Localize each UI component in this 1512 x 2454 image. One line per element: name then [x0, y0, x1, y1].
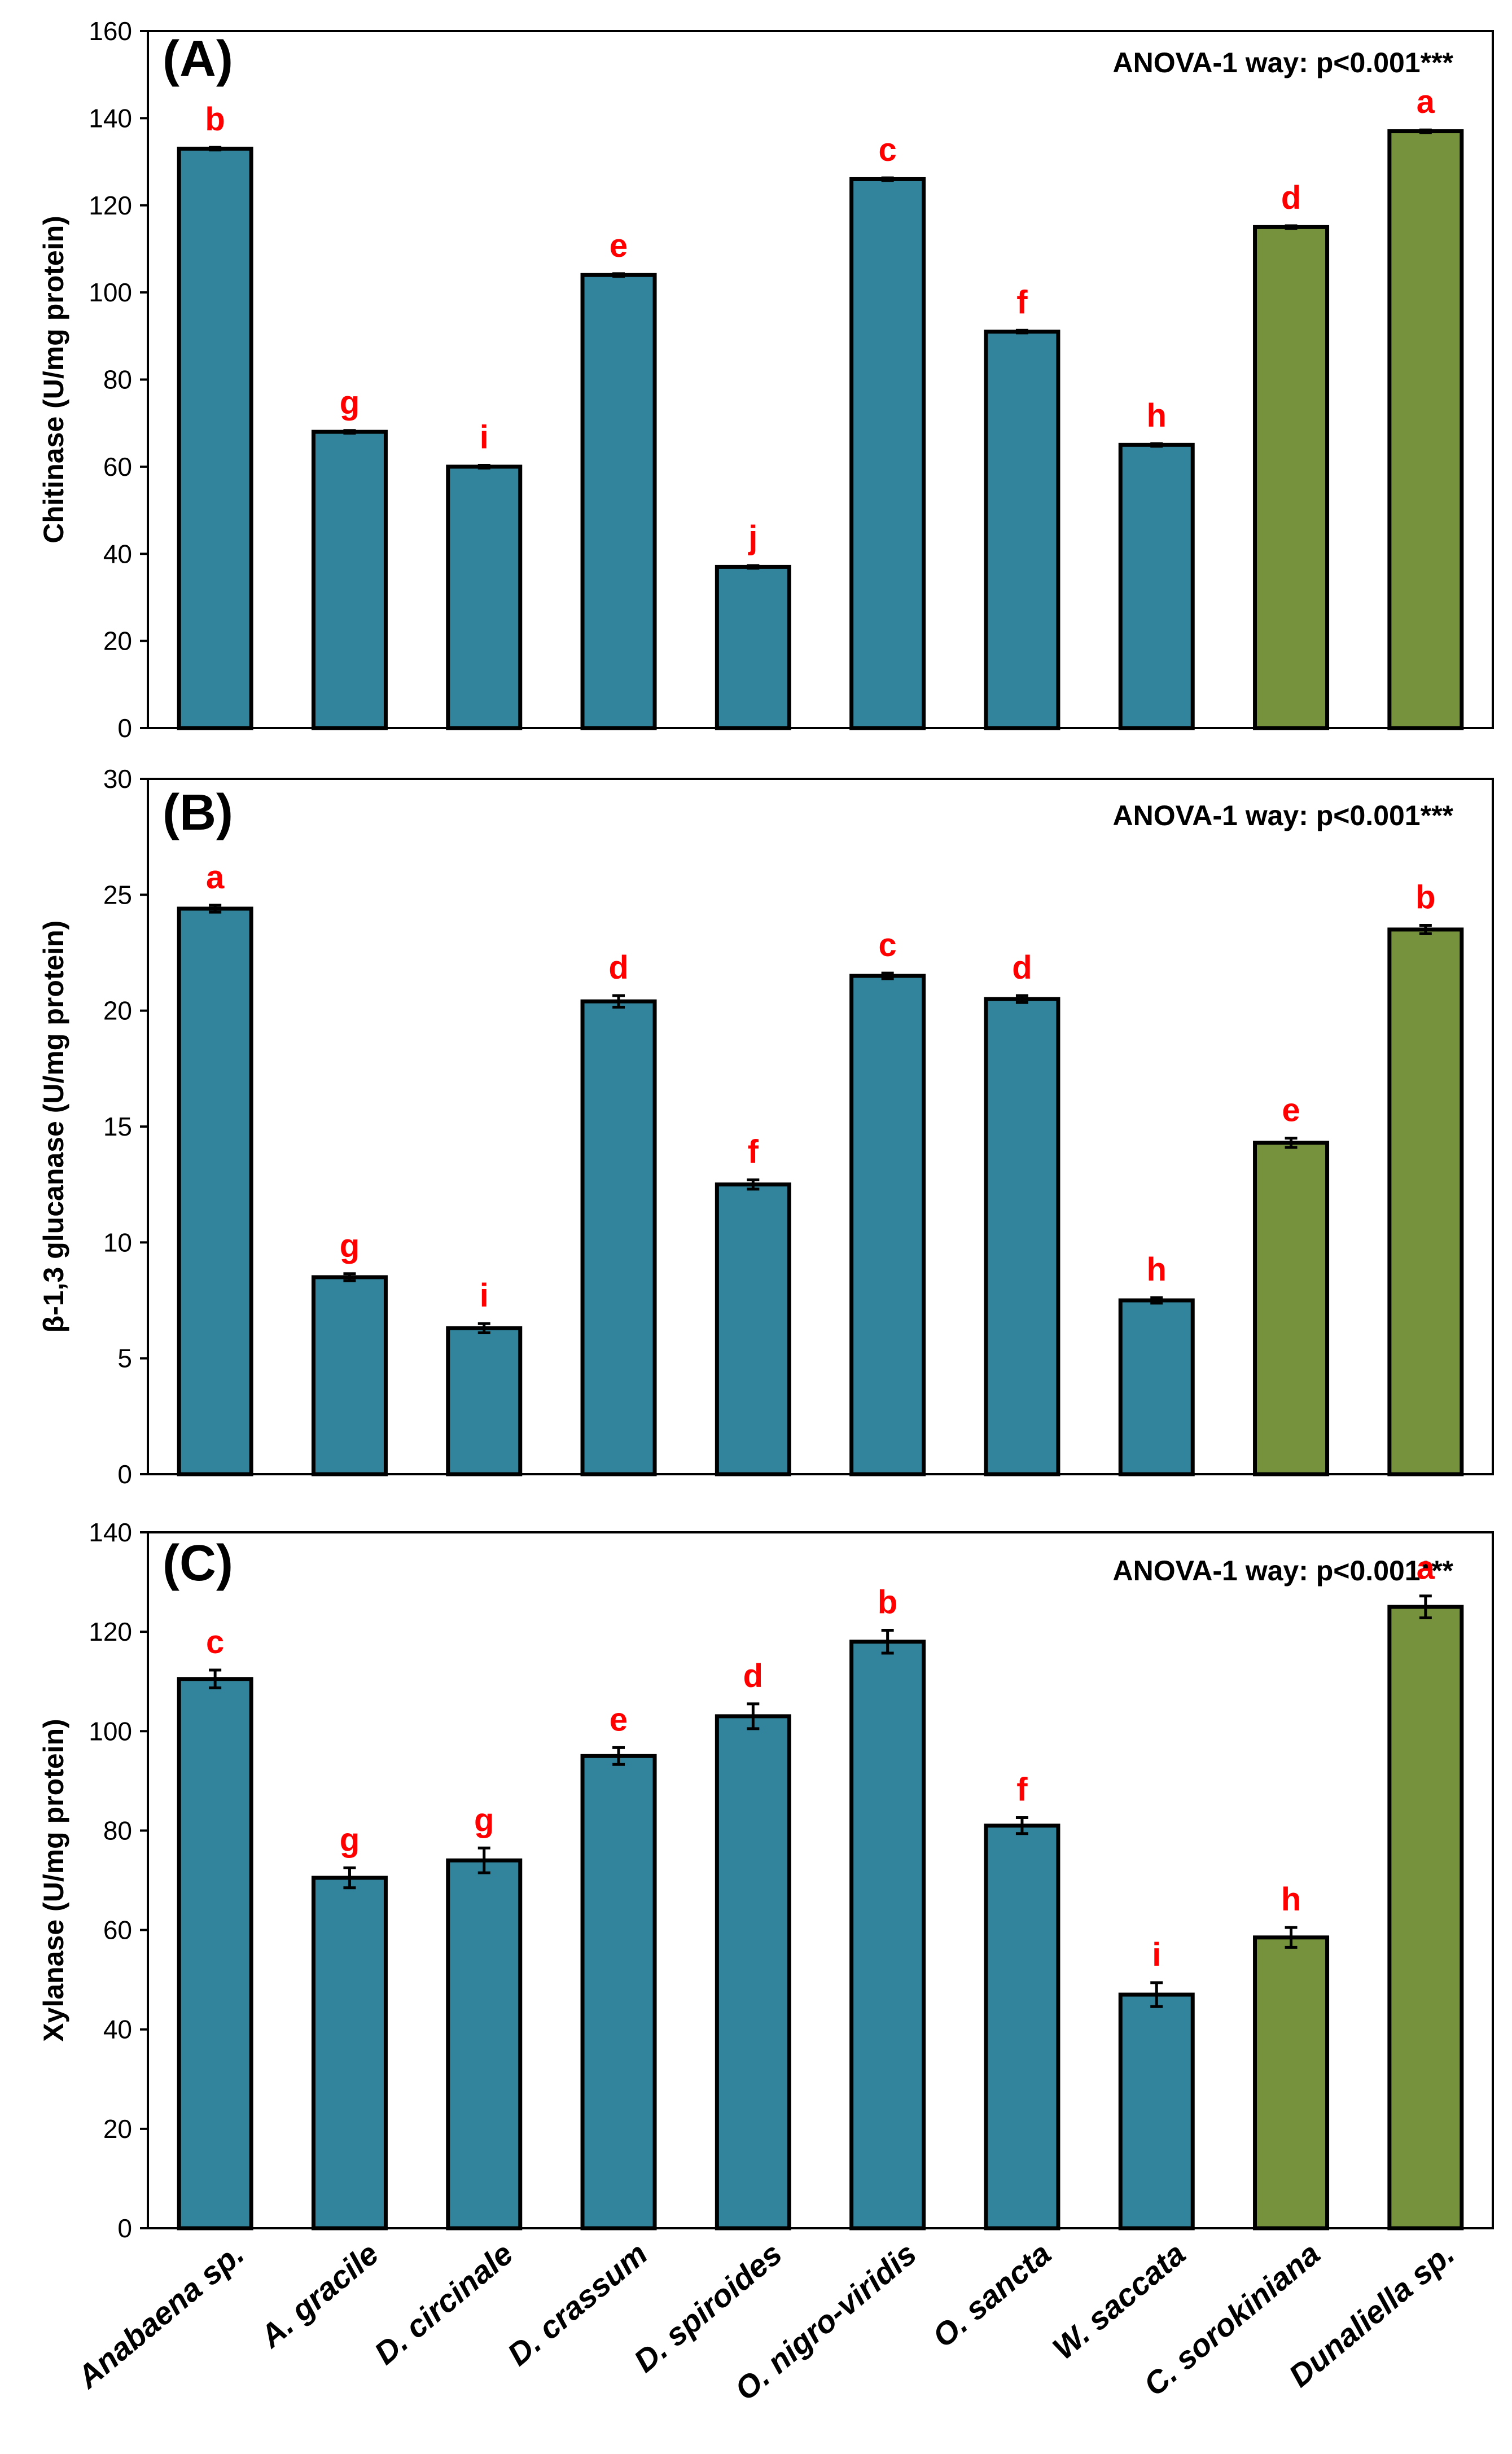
y-axis-label: β-1,3 glucanase (U/mg protein) — [38, 921, 69, 1333]
y-tick-label: 100 — [89, 1716, 132, 1746]
bar — [849, 974, 926, 1476]
y-tick-label: 100 — [89, 278, 132, 307]
bar — [715, 1182, 791, 1476]
significance-letter: g — [474, 1802, 494, 1838]
y-tick-label: 60 — [103, 1916, 132, 1945]
y-tick-label: 160 — [89, 16, 132, 46]
anova-annotation: ANOVA-1 way: p<0.001*** — [1113, 47, 1454, 78]
bar — [715, 1714, 791, 2230]
bar — [1118, 1992, 1195, 2230]
y-tick-label: 120 — [89, 1617, 132, 1646]
bar — [311, 1875, 388, 2230]
y-tick-label: 40 — [103, 2015, 132, 2044]
bar — [446, 1326, 523, 1476]
bar — [1387, 927, 1464, 1476]
y-tick-label: 140 — [89, 103, 132, 133]
significance-letter: g — [340, 384, 360, 421]
y-tick-label: 25 — [103, 880, 132, 909]
plot-frame — [147, 1531, 1494, 2229]
significance-letter: e — [1282, 1092, 1300, 1129]
bar — [1118, 442, 1195, 730]
bar — [1253, 1935, 1330, 2230]
panel-label: (A) — [163, 31, 233, 87]
y-axis-label: Xylanase (U/mg protein) — [38, 1719, 69, 2041]
y-tick-label: 80 — [103, 1816, 132, 1845]
bar — [984, 330, 1060, 730]
bar — [177, 1677, 253, 2230]
bar — [1387, 129, 1464, 730]
bar — [1387, 1605, 1464, 2230]
significance-letter: a — [206, 859, 225, 896]
significance-letter: d — [608, 949, 628, 986]
y-axis-label: Chitinase (U/mg protein) — [38, 216, 69, 544]
y-tick-label: 0 — [117, 2214, 132, 2243]
significance-letter: d — [1281, 179, 1301, 216]
y-tick-label: 80 — [103, 365, 132, 395]
y-tick-label: 0 — [117, 713, 132, 743]
bar — [580, 1754, 657, 2230]
bar — [580, 999, 657, 1476]
significance-letter: h — [1147, 397, 1167, 434]
anova-annotation: ANOVA-1 way: p<0.001*** — [1113, 800, 1454, 831]
significance-letter: h — [1281, 1881, 1301, 1918]
bar — [446, 464, 523, 730]
bar — [984, 1824, 1060, 2230]
chitinase-panel: (A) ANOVA-1 way: p<0.001*** Chitinase (U… — [38, 16, 1494, 743]
panel-label: (C) — [163, 1535, 233, 1592]
significance-letter: f — [748, 1133, 759, 1170]
bar — [849, 177, 926, 730]
y-tick-label: 20 — [103, 626, 132, 656]
xylanase-panel: (C) ANOVA-1 way: p<0.001*** Xylanase (U/… — [38, 1518, 1494, 2243]
bar — [446, 1858, 523, 2230]
y-tick-label: 0 — [117, 1460, 132, 1489]
bar — [984, 997, 1060, 1476]
anova-annotation: ANOVA-1 way: p<0.001*** — [1113, 1555, 1454, 1587]
y-tick-label: 140 — [89, 1518, 132, 1547]
bar — [1118, 1298, 1195, 1476]
significance-letter: f — [1016, 1772, 1028, 1808]
significance-letter: b — [878, 1584, 897, 1621]
significance-letter: c — [206, 1624, 224, 1660]
significance-letter: b — [205, 101, 225, 138]
y-tick-label: 15 — [103, 1112, 132, 1141]
significance-letter: i — [480, 419, 489, 456]
significance-letter: a — [1417, 1550, 1435, 1587]
significance-letter: e — [610, 227, 628, 264]
bar — [849, 1640, 926, 2230]
panel-label: (B) — [163, 785, 233, 841]
glucanase-panel: (B) ANOVA-1 way: p<0.001*** β-1,3 glucan… — [38, 764, 1494, 1489]
y-tick-label: 20 — [103, 2114, 132, 2144]
bar — [177, 906, 253, 1476]
significance-letter: g — [340, 1228, 360, 1264]
significance-letter: d — [1012, 949, 1032, 986]
y-tick-label: 30 — [103, 764, 132, 794]
y-tick-label: 10 — [103, 1228, 132, 1257]
significance-letter: h — [1147, 1251, 1167, 1288]
bar — [1253, 1141, 1330, 1476]
significance-letter: i — [480, 1277, 489, 1314]
significance-letter: f — [1016, 284, 1028, 321]
y-tick-label: 120 — [89, 191, 132, 220]
bar — [311, 430, 388, 730]
significance-letter: d — [743, 1658, 763, 1694]
bar — [580, 273, 657, 730]
significance-letter: a — [1417, 84, 1435, 120]
bar — [715, 564, 791, 730]
y-tick-label: 5 — [117, 1344, 132, 1373]
significance-letter: e — [610, 1701, 628, 1738]
significance-letter: i — [1152, 1936, 1161, 1973]
y-tick-label: 60 — [103, 452, 132, 481]
significance-letter: b — [1415, 879, 1435, 916]
bar — [177, 146, 253, 730]
y-tick-label: 40 — [103, 539, 132, 568]
bar — [1253, 225, 1330, 730]
significance-letter: g — [340, 1821, 360, 1858]
y-tick-label: 20 — [103, 996, 132, 1026]
significance-letter: c — [879, 132, 897, 168]
significance-letter: c — [879, 927, 897, 963]
bar — [311, 1275, 388, 1476]
significance-letter: j — [748, 519, 757, 556]
